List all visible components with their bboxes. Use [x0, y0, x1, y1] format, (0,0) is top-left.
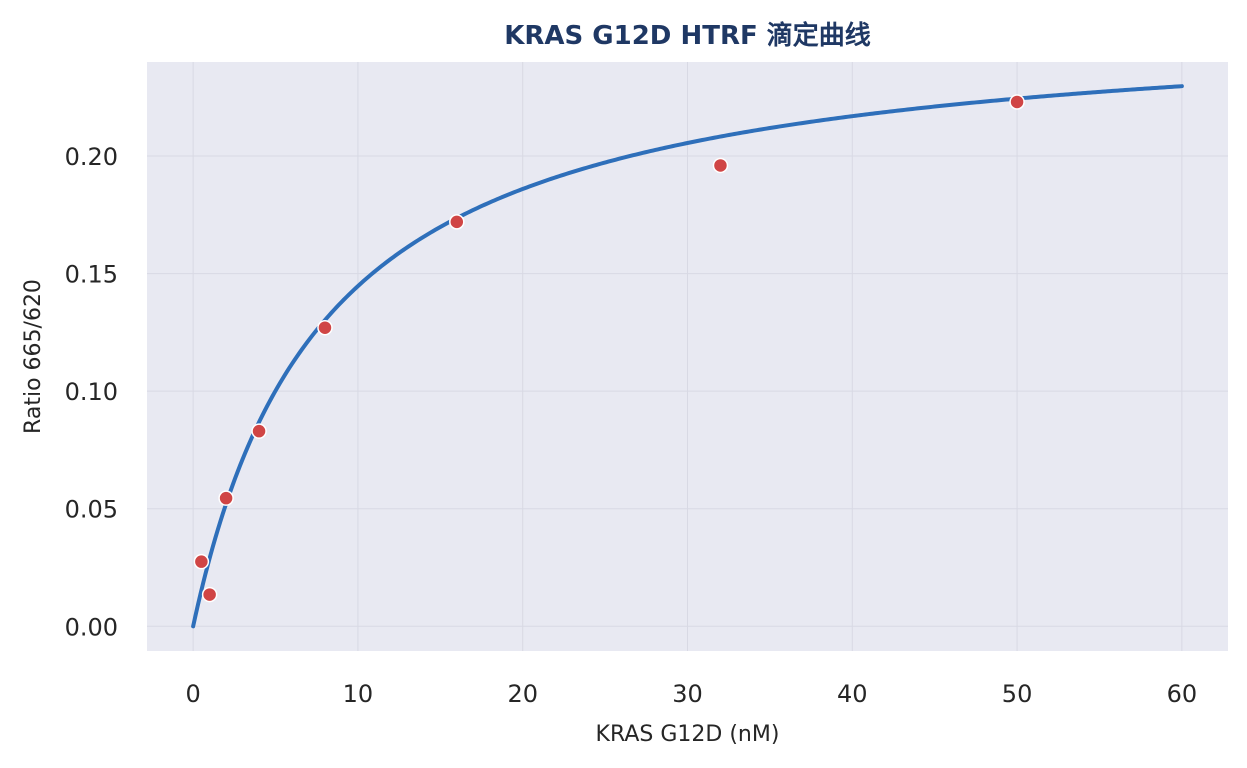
- x-axis-title: KRAS G12D (nM): [596, 722, 780, 747]
- y-axis-title: Ratio 665/620: [21, 279, 46, 434]
- x-tick-label: 50: [1002, 680, 1033, 708]
- y-tick-label: 0.05: [65, 496, 118, 524]
- x-tick-labels: 0 10 20 30 40 50 60: [185, 680, 1197, 708]
- y-tick-labels: 0.00 0.05 0.10 0.15 0.20: [65, 143, 118, 641]
- data-point: [251, 423, 267, 439]
- x-tick-label: 10: [343, 680, 374, 708]
- x-tick-label: 30: [672, 680, 703, 708]
- y-tick-label: 0.15: [65, 261, 118, 289]
- x-tick-label: 20: [507, 680, 538, 708]
- data-point: [317, 319, 333, 336]
- data-point: [218, 490, 234, 506]
- y-tick-label: 0.20: [65, 143, 118, 171]
- data-point: [712, 157, 729, 174]
- data-point: [193, 553, 210, 570]
- y-tick-label: 0.10: [65, 378, 118, 406]
- grid-layer: [147, 62, 1228, 651]
- data-points-layer: [193, 94, 1025, 603]
- x-tick-label: 40: [837, 680, 868, 708]
- data-point: [1009, 94, 1025, 110]
- data-point: [449, 214, 465, 230]
- x-tick-label: 60: [1167, 680, 1198, 708]
- y-tick-label: 0.00: [65, 613, 118, 641]
- x-tick-label: 0: [185, 680, 200, 708]
- chart-title: KRAS G12D HTRF 滴定曲线: [504, 20, 871, 51]
- data-point: [201, 586, 218, 603]
